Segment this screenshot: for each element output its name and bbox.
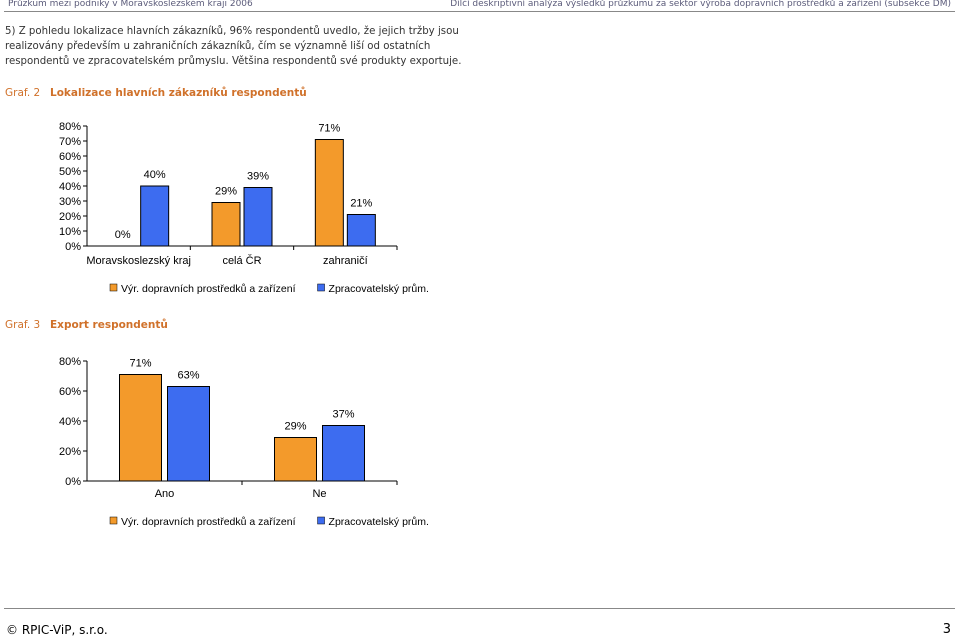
y-tick-label: 20% <box>59 211 81 223</box>
y-tick-label: 60% <box>59 386 81 398</box>
data-label: 63% <box>177 370 199 382</box>
y-tick-label: 70% <box>59 136 81 148</box>
bar-series-1-1 <box>243 187 273 247</box>
graf3-label: Graf. 3 <box>5 319 41 331</box>
header-divider <box>4 11 955 12</box>
legend-label-1: Zpracovatelský prům. <box>329 516 429 528</box>
y-tick-label: 0% <box>65 241 81 253</box>
legend-swatch-0 <box>109 283 118 292</box>
category-label: Ne <box>312 488 326 500</box>
bar-series-1-0 <box>167 386 210 482</box>
y-tick-label: 40% <box>59 416 81 428</box>
graf3-caption: Graf. 3 Export respondentů <box>5 319 168 331</box>
legend-swatch-1 <box>317 516 325 525</box>
data-label: 40% <box>144 169 166 181</box>
bar-series-0-0 <box>119 374 162 482</box>
intro-paragraph: 5) Z pohledu lokalizace hlavních zákazní… <box>5 26 462 67</box>
graf3-title: Export respondentů <box>50 319 168 331</box>
chart-lokalizace: 0% 10% 20% 30% 40% 50% 60% 70% 80% Moravskoslezsk… <box>59 121 429 295</box>
bar-series-0-1 <box>211 202 241 247</box>
data-label: 21% <box>350 198 372 210</box>
data-label: 71% <box>129 358 151 370</box>
y-tick-label: 0% <box>65 476 81 488</box>
legend-swatch-0 <box>109 516 118 525</box>
data-label: 0% <box>115 229 131 241</box>
bar-series-1-2 <box>346 214 376 247</box>
legend-swatch-1 <box>317 283 325 292</box>
y-tick-label: 80% <box>59 121 81 133</box>
y-tick-label: 40% <box>59 181 81 193</box>
bar-series-1-1 <box>322 425 365 482</box>
y-tick-label: 30% <box>59 196 81 208</box>
page-header: Průzkum mezi podniky v Moravskoslezském … <box>4 0 955 11</box>
graf2-title: Lokalizace hlavních zákazníků respondent… <box>50 87 307 99</box>
footer-divider <box>4 608 955 609</box>
bar-series-0-2 <box>314 139 344 247</box>
legend-label-0: Výr. dopravních prostředků a zařízení <box>121 283 296 295</box>
category-label: Moravskoslezský kraj <box>86 255 191 267</box>
bar-series-0-1 <box>274 437 317 482</box>
header-right: Dílčí deskriptivní analýza výsledků průz… <box>450 0 951 9</box>
graf2-label: Graf. 2 <box>5 87 41 99</box>
data-label: 39% <box>247 171 269 183</box>
footer-copyright: © RPIC-ViP, s.r.o. <box>6 623 108 637</box>
y-tick-label: 50% <box>59 166 81 178</box>
category-label: zahraničí <box>323 255 368 267</box>
data-label: 29% <box>284 421 306 433</box>
bar-series-1-0 <box>140 185 170 247</box>
y-tick-label: 10% <box>59 226 81 238</box>
legend-label-1: Zpracovatelský prům. <box>329 283 429 295</box>
y-tick-label: 20% <box>59 446 81 458</box>
category-label: celá ČR <box>222 254 261 267</box>
graf2-caption: Graf. 2 Lokalizace hlavních zákazníků re… <box>5 87 307 99</box>
y-tick-label: 60% <box>59 151 81 163</box>
page-number: 3 <box>942 622 951 637</box>
chart-export: 0% 20% 40% 60% 80% Ano 71% 63% Ne 29% 37% Výr. dopr… <box>59 356 429 528</box>
data-label: 29% <box>215 186 237 198</box>
y-tick-label: 80% <box>59 356 81 368</box>
header-left: Průzkum mezi podniky v Moravskoslezském … <box>8 0 253 9</box>
category-label: Ano <box>155 488 175 500</box>
data-label: 71% <box>318 123 340 135</box>
legend-label-0: Výr. dopravních prostředků a zařízení <box>121 516 296 528</box>
data-label: 37% <box>332 409 354 421</box>
